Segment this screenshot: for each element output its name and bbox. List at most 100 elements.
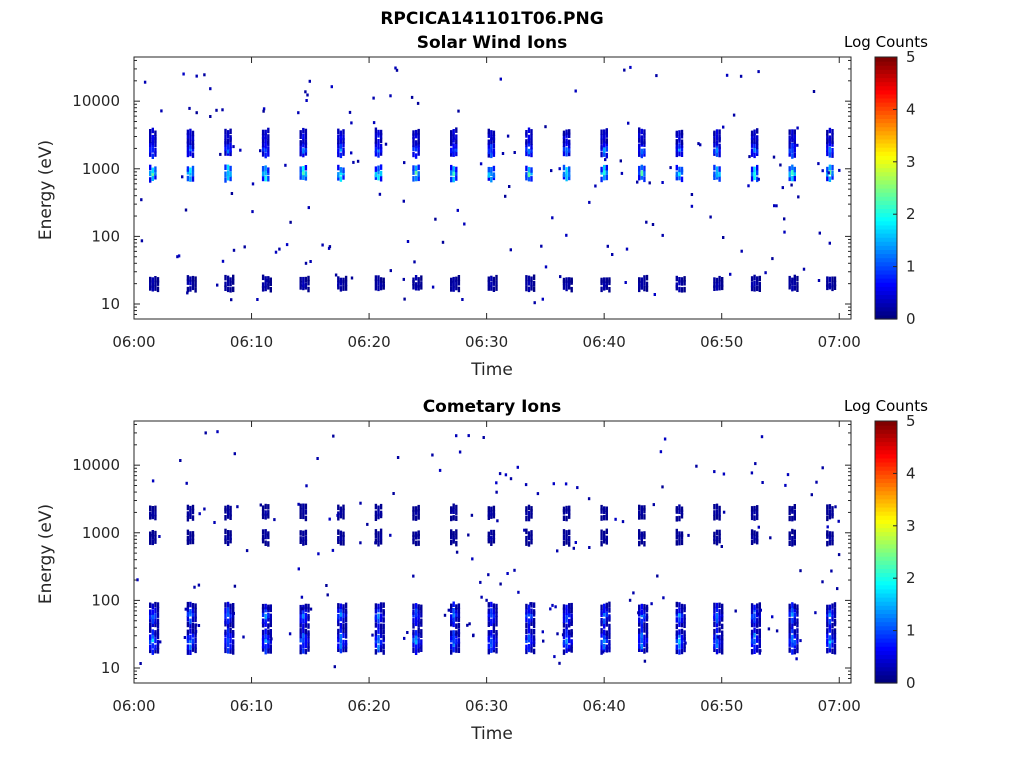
spectrogram-cell [191,130,195,137]
spectrogram-cell [643,165,646,172]
spectrogram-cell [229,146,232,153]
spectrogram-cell [532,629,536,635]
spectrogram-cell [309,260,312,263]
spectrogram-cell [490,630,493,636]
spectrogram-cell [638,529,641,535]
spectrogram-cell [718,171,721,177]
spectrogram-cell [715,277,719,284]
spectrogram-cell [267,279,270,286]
spectrogram-cell [788,275,791,282]
spectrogram-cell [756,505,759,511]
colorbar-tick-label: 4 [906,464,916,482]
spectrogram-cell [530,613,533,619]
spectrogram-cell [831,642,834,648]
spectrogram-cell [455,127,458,133]
spectrogram-cell [603,133,606,140]
spectrogram-cell [600,609,603,615]
spectrogram-cell [226,636,230,643]
spectrogram-cell [718,176,721,182]
spectrogram-cell [332,434,335,438]
spectrogram-cell [492,134,496,141]
spectrogram-cell [372,96,375,100]
spectrogram-cell [718,505,721,512]
spectrogram-cell [826,504,829,510]
spectrogram-cell [836,587,839,591]
spectrogram-cell [342,167,345,173]
spectrogram-cell [680,142,684,148]
spectrogram-cell [786,473,790,477]
spectrogram-cell [758,616,761,623]
spectrogram-cell [791,175,794,182]
spectrogram-cell [758,275,761,282]
spectrogram-cell [189,276,192,282]
spectrogram-cell [414,153,418,159]
colorbar-segment [875,564,897,569]
spectrogram-cell [389,94,392,98]
spectrogram-cell [796,275,799,282]
spectrogram-cell [226,144,230,150]
spectrogram-cell [603,637,606,644]
spectrogram-cell [678,531,681,537]
spectrogram-cell [716,635,720,639]
spectrogram-cell [194,647,197,654]
spectrogram-cell [516,465,519,469]
spectrogram-cell [570,617,573,624]
spectrogram-cell [457,638,461,644]
colorbar-segment [875,466,897,471]
spectrogram-cell [796,611,799,617]
colorbar-segment [875,155,897,160]
spectrogram-cell [194,287,197,293]
spectrogram-cell [826,530,829,536]
spectrogram-cell [226,622,230,629]
spectrogram-cell [191,607,195,613]
spectrogram-cell [530,147,533,153]
spectrogram-cell [715,129,719,135]
spectrogram-cell [721,611,724,618]
spectrogram-cell [758,633,761,639]
spectrogram-cell [226,648,230,654]
spectrogram-cell [831,170,834,177]
spectrogram-cell [831,164,834,171]
spectrogram-cell [680,280,684,286]
spectrogram-cell [570,277,573,283]
spectrogram-cell [344,611,348,617]
spectrogram-cell [565,138,568,144]
colorbar-segment [875,552,897,557]
spectrogram-cell [750,641,754,648]
spectrogram-cell [489,536,493,540]
spectrogram-cell [304,282,308,288]
spectrogram-cell [160,109,163,113]
spectrogram-cell [828,643,832,649]
spectrogram-cell [232,145,235,149]
colorbar-segment [875,69,897,74]
spectrogram-cell [299,140,302,146]
spectrogram-cell [229,135,232,141]
spectrogram-cell [756,139,759,145]
spectrogram-cell [267,127,270,134]
spectrogram-cell [261,622,265,628]
spectrogram-cell [490,510,493,516]
spectrogram-cell [721,638,724,644]
colorbar-segment [875,629,897,635]
spectrogram-cell [675,275,678,282]
spectrogram-cell [156,280,160,286]
colorbar-segment [875,515,897,520]
spectrogram-cell [802,267,806,271]
spectrogram-cell [374,147,378,153]
spectrogram-cell [788,143,791,149]
spectrogram-cell [302,166,305,172]
spectrogram-cell [530,628,533,635]
spectrogram-cell [377,541,380,547]
spectrogram-cell [438,468,442,472]
spectrogram-cell [339,615,343,622]
spectrogram-cell [603,629,606,636]
spectrogram-cell [753,138,756,144]
spectrogram-cell [307,275,310,282]
spectrogram-cell [450,286,453,292]
spectrogram-cell [297,567,300,571]
spectrogram-cell [645,220,648,224]
spectrogram-cell [264,503,267,510]
spectrogram-cell [191,284,195,291]
spectrogram-cell [186,516,190,522]
spectrogram-cell [718,647,721,654]
